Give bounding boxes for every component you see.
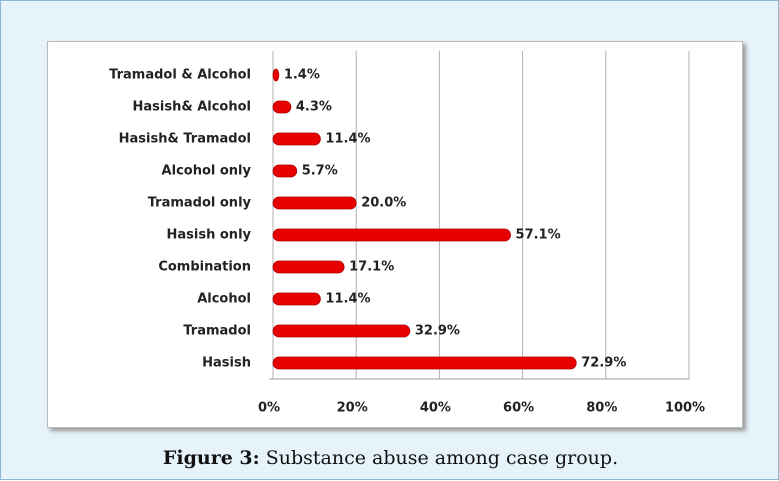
value-label: 57.1% <box>516 228 561 243</box>
bar <box>272 164 298 178</box>
y-tick-label: Hasish only <box>167 228 252 243</box>
caption: Figure 3: Substance abuse among case gro… <box>1 447 779 469</box>
bar <box>272 228 511 242</box>
value-label: 11.4% <box>325 132 370 147</box>
y-tick-label: Hasish& Alcohol <box>133 100 252 115</box>
value-label: 4.3% <box>296 100 332 115</box>
x-tick-label: 0% <box>258 401 280 416</box>
x-tick-label: 40% <box>420 401 451 416</box>
bar <box>272 324 411 338</box>
y-tick-label: Tramadol only <box>148 196 252 211</box>
caption-text: Substance abuse among case group. <box>265 447 619 469</box>
x-tick-label: 100% <box>665 401 705 416</box>
y-tick-label: Alcohol <box>197 292 251 307</box>
bar <box>272 260 345 274</box>
bar <box>272 68 280 82</box>
bar <box>272 356 577 370</box>
value-label: 32.9% <box>415 324 460 339</box>
y-tick-label: Alcohol only <box>162 164 252 179</box>
x-tick-label: 60% <box>503 401 534 416</box>
value-label: 20.0% <box>361 196 406 211</box>
value-label: 11.4% <box>325 292 370 307</box>
y-tick-label: Combination <box>158 260 251 275</box>
value-label: 17.1% <box>349 260 394 275</box>
caption-label: Figure 3: <box>162 447 260 469</box>
bar <box>272 292 321 306</box>
x-tick-label: 20% <box>337 401 368 416</box>
x-tick-label: 80% <box>586 401 617 416</box>
value-label: 5.7% <box>302 164 338 179</box>
y-tick-label: Tramadol <box>183 324 251 339</box>
bar <box>272 100 292 114</box>
bar <box>272 132 321 146</box>
value-label: 1.4% <box>284 68 320 83</box>
y-tick-label: Hasish& Tramadol <box>119 132 251 147</box>
y-tick-label: Tramadol & Alcohol <box>109 68 251 83</box>
y-tick-label: Hasish <box>202 356 251 371</box>
value-label: 72.9% <box>581 356 626 371</box>
bar <box>272 196 357 210</box>
